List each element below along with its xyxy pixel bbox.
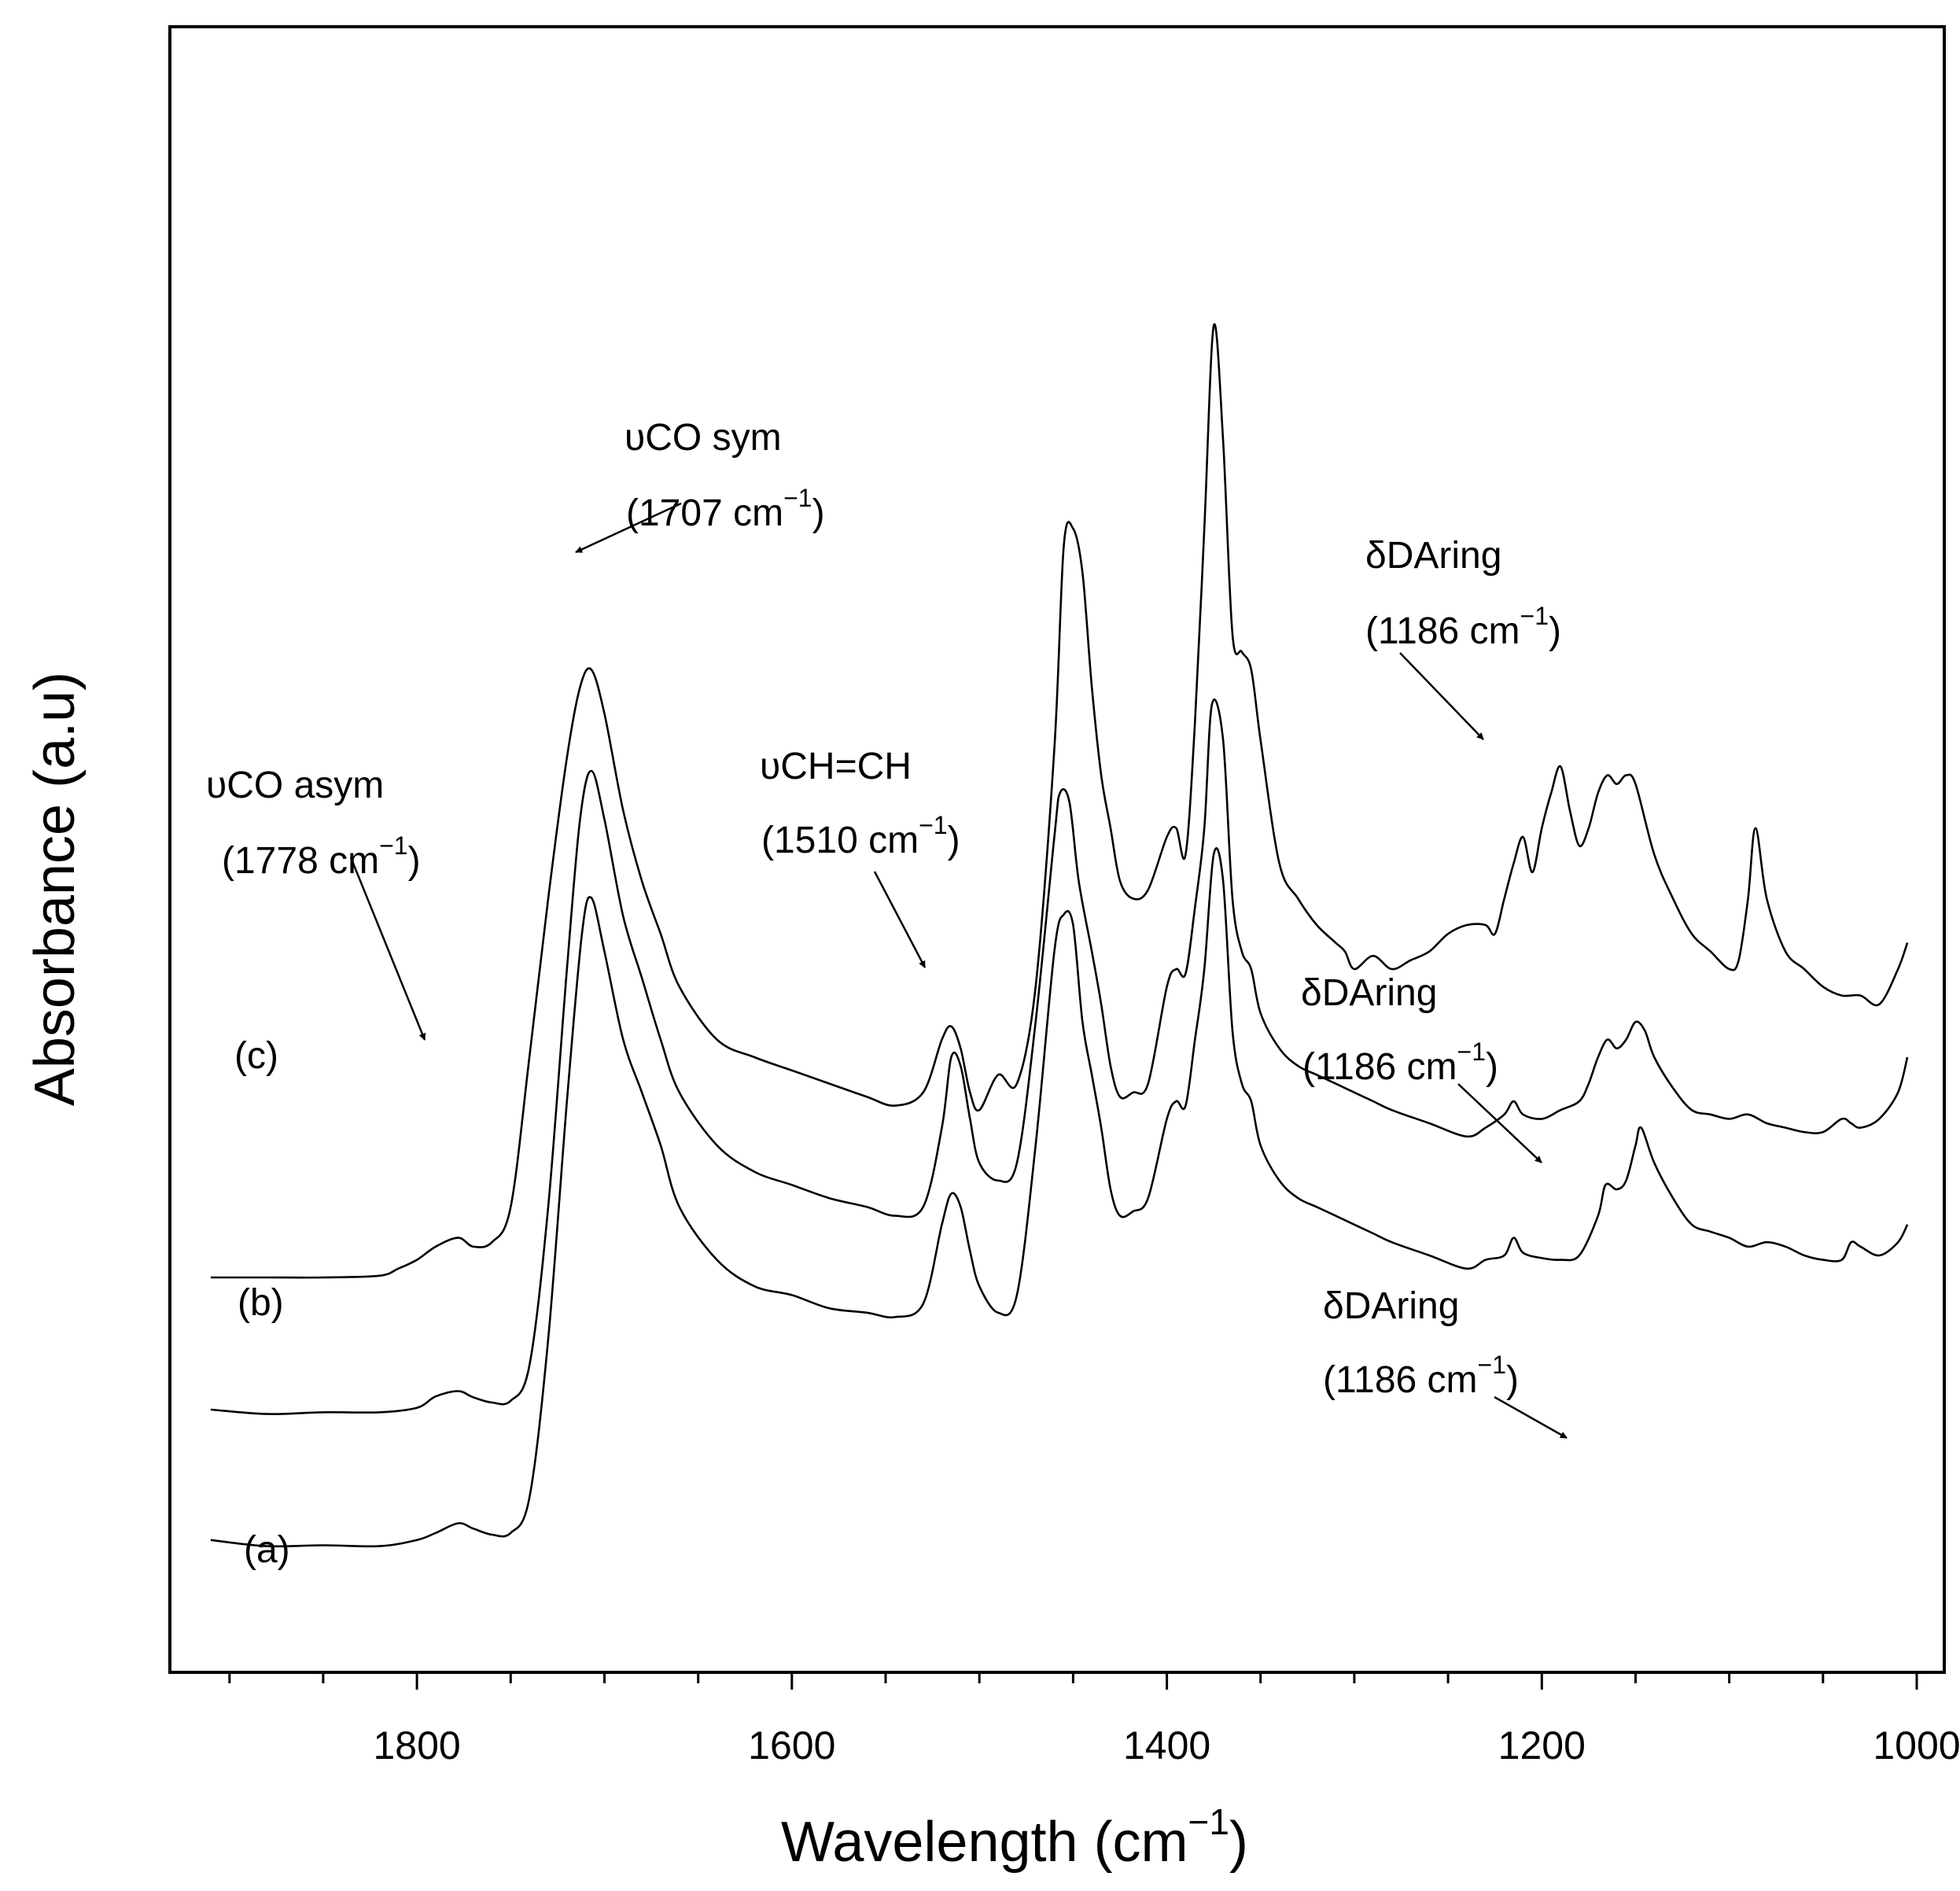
annot-daring-a-title: δDAring	[1323, 1285, 1459, 1327]
series-layer	[210, 323, 1909, 1548]
annot-daring-c-title: δDAring	[1365, 535, 1501, 577]
x-axis: 1800 1600 1400 1200 1000	[228, 1672, 1960, 1768]
arrow-daring-c	[1399, 652, 1484, 740]
series-line-b	[210, 699, 1909, 1415]
annot-chch-value: (1510 cm−1)	[761, 811, 960, 861]
annot-co-sym-title: υCO sym	[624, 417, 782, 459]
x-axis-title: Wavelength (cm−1)	[781, 1801, 1248, 1874]
curve-label-b: (b)	[238, 1282, 284, 1324]
arrow-co-asym	[349, 857, 426, 1041]
annot-daring-c-value: (1186 cm−1)	[1365, 602, 1561, 652]
x-tick-label-1400: 1400	[1123, 1723, 1210, 1768]
curve-labels: (c) (b) (a)	[234, 1035, 290, 1571]
annotations: υCO asym (1778 cm−1) υCO sym (1707 cm−1)…	[206, 417, 1568, 1439]
arrow-daring-a	[1494, 1395, 1568, 1439]
annot-daring-b-value: (1186 cm−1)	[1302, 1038, 1498, 1088]
annot-co-asym-value: (1778 cm−1)	[222, 831, 421, 882]
x-tick-label-1800: 1800	[373, 1723, 460, 1768]
curve-label-c: (c)	[234, 1035, 278, 1077]
plot-frame	[168, 25, 1946, 1674]
annot-chch-title: υCH=CH	[760, 746, 912, 787]
series-line-a	[210, 847, 1909, 1548]
series-line-c	[210, 323, 1909, 1279]
arrow-co-sym	[575, 502, 682, 554]
annot-daring-b-title: δDAring	[1301, 972, 1437, 1014]
annot-co-asym-title: υCO asym	[206, 765, 384, 806]
annot-co-sym-value: (1707 cm−1)	[626, 484, 825, 534]
x-tick-label-1600: 1600	[748, 1723, 835, 1768]
curve-label-a: (a)	[244, 1529, 290, 1571]
x-tick-label-1000: 1000	[1873, 1723, 1960, 1768]
arrow-chch	[873, 871, 927, 968]
x-tick-label-1200: 1200	[1498, 1723, 1586, 1768]
annot-daring-a-value: (1186 cm−1)	[1323, 1351, 1519, 1401]
arrow-daring-b	[1457, 1083, 1542, 1163]
y-axis-title: Absorbance (a.u)	[24, 672, 87, 1106]
